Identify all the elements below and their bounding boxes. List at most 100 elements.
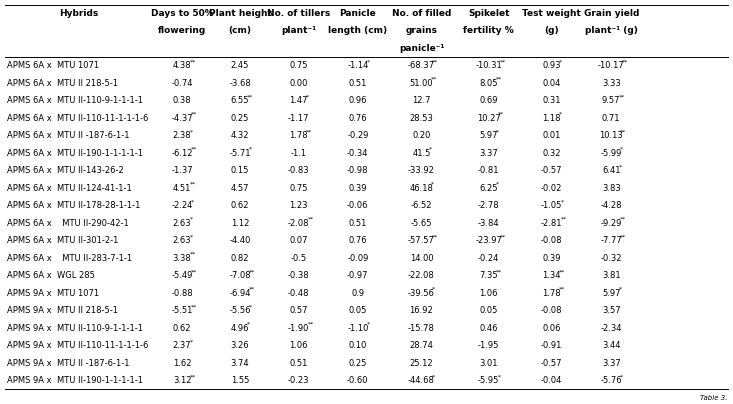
Text: MTU 1071: MTU 1071 bbox=[57, 61, 99, 70]
Text: 0.51: 0.51 bbox=[349, 219, 367, 228]
Text: *: * bbox=[496, 182, 499, 187]
Text: *: * bbox=[189, 234, 193, 240]
Text: *: * bbox=[191, 200, 194, 204]
Text: grains: grains bbox=[405, 27, 438, 36]
Text: -5.71: -5.71 bbox=[229, 149, 251, 158]
Text: **: ** bbox=[249, 269, 255, 274]
Text: **: ** bbox=[496, 269, 502, 274]
Text: -0.88: -0.88 bbox=[172, 289, 193, 298]
Text: **: ** bbox=[189, 252, 196, 257]
Text: APMS 6A x: APMS 6A x bbox=[7, 114, 52, 123]
Text: **: ** bbox=[308, 217, 314, 222]
Text: -2.81: -2.81 bbox=[541, 219, 562, 228]
Text: 25.12: 25.12 bbox=[410, 359, 433, 368]
Text: *: * bbox=[432, 375, 435, 379]
Text: **: ** bbox=[308, 322, 314, 327]
Text: 0.05: 0.05 bbox=[349, 306, 367, 315]
Text: APMS 6A x: APMS 6A x bbox=[7, 254, 52, 263]
Text: (cm): (cm) bbox=[229, 27, 251, 36]
Text: 1.23: 1.23 bbox=[290, 201, 308, 210]
Text: APMS 6A x: APMS 6A x bbox=[7, 184, 52, 193]
Text: *: * bbox=[432, 287, 435, 292]
Text: 1.55: 1.55 bbox=[231, 376, 249, 385]
Text: 0.82: 0.82 bbox=[231, 254, 249, 263]
Text: **: ** bbox=[620, 217, 627, 222]
Text: -57.57: -57.57 bbox=[408, 236, 435, 245]
Text: 2.63: 2.63 bbox=[173, 219, 191, 228]
Text: -44.68: -44.68 bbox=[408, 376, 435, 385]
Text: plant⁻¹ (g): plant⁻¹ (g) bbox=[585, 27, 638, 36]
Text: **: ** bbox=[189, 59, 196, 64]
Text: 0.20: 0.20 bbox=[412, 131, 430, 140]
Text: **: ** bbox=[496, 77, 502, 82]
Text: **: ** bbox=[247, 95, 254, 99]
Text: **: ** bbox=[306, 129, 312, 135]
Text: length (cm): length (cm) bbox=[328, 27, 387, 36]
Text: 0.96: 0.96 bbox=[349, 96, 367, 105]
Text: 1.06: 1.06 bbox=[479, 289, 498, 298]
Text: -3.68: -3.68 bbox=[229, 79, 251, 88]
Text: 0.69: 0.69 bbox=[479, 96, 498, 105]
Text: plant⁻¹: plant⁻¹ bbox=[281, 27, 316, 36]
Text: 10.13: 10.13 bbox=[600, 131, 623, 140]
Text: -6.12: -6.12 bbox=[172, 149, 193, 158]
Text: *: * bbox=[620, 375, 623, 379]
Text: -9.29: -9.29 bbox=[600, 219, 622, 228]
Text: *: * bbox=[189, 339, 193, 344]
Text: *: * bbox=[247, 322, 250, 327]
Text: -0.83: -0.83 bbox=[288, 166, 309, 175]
Text: -33.92: -33.92 bbox=[408, 166, 435, 175]
Text: -6.94: -6.94 bbox=[229, 289, 251, 298]
Text: 0.15: 0.15 bbox=[231, 166, 249, 175]
Text: *: * bbox=[366, 59, 370, 64]
Text: -1.90: -1.90 bbox=[288, 324, 309, 333]
Text: 28.74: 28.74 bbox=[410, 341, 433, 350]
Text: -7.08: -7.08 bbox=[229, 271, 251, 280]
Text: 3.44: 3.44 bbox=[602, 341, 621, 350]
Text: No. of tillers: No. of tillers bbox=[267, 9, 330, 18]
Text: 41.5: 41.5 bbox=[412, 149, 430, 158]
Text: -1.10: -1.10 bbox=[347, 324, 369, 333]
Text: 0.75: 0.75 bbox=[290, 61, 308, 70]
Text: 0.31: 0.31 bbox=[542, 96, 561, 105]
Text: **: ** bbox=[559, 269, 565, 274]
Text: **: ** bbox=[249, 287, 255, 292]
Text: -5.56: -5.56 bbox=[229, 306, 251, 315]
Text: **: ** bbox=[432, 234, 438, 240]
Text: -0.24: -0.24 bbox=[478, 254, 499, 263]
Text: 6.55: 6.55 bbox=[231, 96, 249, 105]
Text: 3.37: 3.37 bbox=[602, 359, 621, 368]
Text: Spikelet: Spikelet bbox=[468, 9, 509, 18]
Text: -1.05: -1.05 bbox=[541, 201, 562, 210]
Text: *: * bbox=[559, 112, 562, 117]
Text: APMS 6A x: APMS 6A x bbox=[7, 219, 52, 228]
Text: 0.38: 0.38 bbox=[173, 96, 191, 105]
Text: APMS 6A x: APMS 6A x bbox=[7, 201, 52, 210]
Text: 0.62: 0.62 bbox=[231, 201, 249, 210]
Text: -39.56: -39.56 bbox=[408, 289, 435, 298]
Text: -0.06: -0.06 bbox=[347, 201, 369, 210]
Text: *: * bbox=[429, 147, 432, 152]
Text: 1.78: 1.78 bbox=[542, 289, 561, 298]
Text: Hybrids: Hybrids bbox=[59, 9, 99, 18]
Text: -0.97: -0.97 bbox=[347, 271, 369, 280]
Text: -0.5: -0.5 bbox=[290, 254, 306, 263]
Text: *: * bbox=[619, 287, 622, 292]
Text: 2.38: 2.38 bbox=[173, 131, 191, 140]
Text: -0.81: -0.81 bbox=[478, 166, 499, 175]
Text: 6.25: 6.25 bbox=[479, 184, 498, 193]
Text: 3.33: 3.33 bbox=[602, 79, 621, 88]
Text: MTU II 218-5-1: MTU II 218-5-1 bbox=[57, 306, 118, 315]
Text: WGL 285: WGL 285 bbox=[57, 271, 95, 280]
Text: -10.31: -10.31 bbox=[475, 61, 502, 70]
Text: -23.97: -23.97 bbox=[475, 236, 502, 245]
Text: -5.99: -5.99 bbox=[600, 149, 622, 158]
Text: Days to 50%: Days to 50% bbox=[151, 9, 213, 18]
Text: MTU II-110-9-1-1-1-1: MTU II-110-9-1-1-1-1 bbox=[57, 96, 143, 105]
Text: MTU II-290-42-1: MTU II-290-42-1 bbox=[57, 219, 129, 228]
Text: Test weight: Test weight bbox=[522, 9, 581, 18]
Text: -15.78: -15.78 bbox=[408, 324, 435, 333]
Text: **: ** bbox=[191, 147, 197, 152]
Text: 28.53: 28.53 bbox=[410, 114, 433, 123]
Text: *: * bbox=[620, 147, 623, 152]
